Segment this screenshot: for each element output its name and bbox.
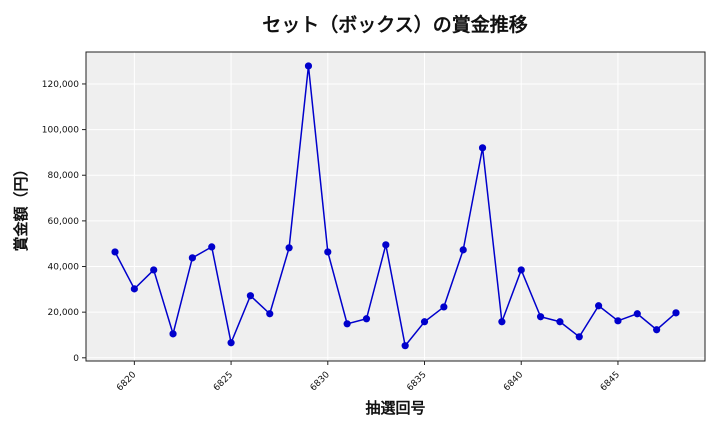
data-point [169,330,177,338]
data-point [362,315,371,323]
prize-line [114,65,677,348]
y-tick-label: 40,000 [48,263,80,273]
chart-title: セット（ボックス）の賞金推移 [262,14,528,36]
x-tick-label: 6825 [212,370,235,393]
x-tick-label: 6840 [502,370,525,393]
data-point [111,248,119,256]
y-tick-label: 60,000 [48,217,80,227]
x-tick-label: 6820 [115,370,138,393]
data-point [382,241,390,249]
data-point [188,254,196,262]
data-point [266,310,274,318]
y-tick-label: 20,000 [48,308,80,318]
data-point [227,339,235,347]
data-point [440,303,448,311]
data-point [595,302,603,310]
y-tick-label: 0 [73,354,79,364]
x-tick-label: 6830 [309,370,332,393]
y-axis-ticks: 0 20,000 40,000 60,000 80,000 100,000 120,000 [42,80,86,364]
data-point [285,244,293,252]
data-point [343,320,351,328]
data-point [536,313,545,321]
data-point [324,248,332,256]
data-point [653,326,661,334]
grid-lines [86,52,705,361]
data-point [304,62,313,70]
data-point [633,310,641,318]
plot-area [86,52,705,361]
x-axis-ticks: 6820 6825 6830 6835 6840 6845 [115,361,622,393]
data-point [246,292,255,300]
plot-frame [85,51,706,362]
data-point [420,318,429,326]
data-point [498,318,506,326]
x-axis-label: 抽選回号 [365,399,425,417]
data-point [575,333,583,341]
data-point [459,246,467,254]
y-axis-label: 賞金額（円） [12,161,30,251]
data-point [614,317,622,325]
data-point [517,266,525,274]
y-tick-label: 100,000 [42,126,79,136]
y-tick-label: 80,000 [48,171,80,181]
data-point [556,318,564,326]
x-tick-label: 6835 [405,370,428,393]
y-tick-label: 120,000 [42,80,79,90]
data-point [130,285,138,293]
data-point [478,144,487,152]
data-point [401,342,409,350]
x-tick-label: 6845 [599,370,622,393]
data-markers [111,62,680,350]
data-point [208,243,216,251]
data-point [672,309,680,317]
data-point [150,266,158,274]
